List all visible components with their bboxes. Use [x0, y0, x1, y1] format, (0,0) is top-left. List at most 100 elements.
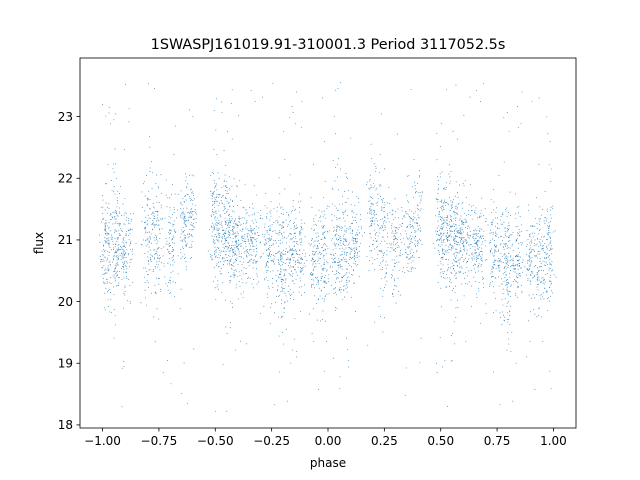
data-point — [116, 252, 118, 254]
data-point — [263, 305, 265, 307]
data-point — [182, 256, 184, 258]
data-point — [123, 293, 125, 295]
data-point — [286, 258, 288, 260]
data-point — [294, 250, 296, 252]
data-point — [194, 209, 196, 211]
data-point — [300, 244, 302, 246]
data-point — [269, 247, 271, 249]
data-point — [318, 235, 320, 237]
data-point — [419, 202, 421, 204]
data-point — [251, 254, 253, 256]
data-point — [336, 307, 338, 309]
data-point — [384, 204, 386, 206]
data-point — [477, 226, 479, 228]
data-point — [288, 246, 290, 248]
data-point — [297, 262, 299, 264]
data-point — [116, 237, 118, 239]
data-point — [225, 233, 227, 234]
data-point — [457, 203, 459, 205]
data-point — [160, 174, 162, 176]
data-point — [233, 275, 235, 277]
data-point — [254, 212, 255, 214]
data-point — [172, 238, 174, 240]
data-point — [536, 279, 538, 280]
data-point — [508, 131, 510, 133]
data-point — [117, 263, 119, 265]
data-point — [149, 237, 151, 239]
data-point — [280, 258, 281, 260]
data-point — [482, 235, 484, 237]
data-point — [496, 260, 498, 262]
data-point — [219, 232, 221, 234]
data-point — [214, 200, 216, 202]
data-point — [491, 224, 493, 226]
data-point — [267, 280, 269, 282]
data-point — [443, 209, 445, 210]
data-point — [239, 340, 241, 342]
data-point — [447, 252, 449, 254]
data-point — [300, 267, 302, 268]
data-point — [538, 246, 540, 248]
data-point — [262, 252, 264, 254]
data-point — [449, 209, 451, 211]
data-point — [414, 185, 416, 187]
data-point — [468, 235, 470, 236]
data-point — [186, 187, 188, 189]
data-point — [339, 376, 341, 378]
data-point — [369, 233, 371, 235]
x-axis-label: phase — [310, 456, 346, 470]
data-point — [350, 204, 352, 206]
data-point — [507, 301, 509, 303]
data-point — [499, 264, 500, 266]
data-point — [125, 234, 127, 236]
data-point — [116, 197, 118, 199]
data-point — [150, 217, 151, 219]
data-point — [156, 261, 158, 263]
data-point — [473, 239, 475, 241]
data-point — [542, 341, 544, 343]
data-point — [414, 231, 416, 233]
data-point — [481, 260, 482, 262]
data-point — [292, 236, 294, 238]
data-point — [184, 217, 186, 219]
data-point — [246, 219, 248, 221]
data-point — [108, 208, 110, 209]
data-point — [180, 190, 182, 192]
data-point — [506, 261, 508, 263]
data-point — [542, 292, 544, 294]
data-point — [506, 264, 508, 266]
data-point — [548, 226, 550, 228]
data-point — [230, 301, 231, 303]
data-point — [481, 243, 483, 245]
data-point — [228, 229, 230, 231]
data-point — [357, 197, 359, 199]
data-point — [505, 256, 507, 258]
data-point — [291, 253, 293, 255]
data-point — [294, 240, 296, 242]
data-point — [391, 232, 393, 234]
data-point — [515, 217, 517, 219]
data-point — [235, 240, 237, 242]
data-point — [351, 191, 353, 193]
data-point — [396, 261, 398, 263]
data-point — [489, 232, 491, 234]
data-point — [155, 253, 156, 255]
data-point — [402, 218, 404, 220]
data-point — [453, 211, 455, 213]
data-point — [280, 276, 282, 278]
data-point — [281, 256, 283, 258]
data-point — [409, 250, 411, 252]
data-point — [376, 246, 378, 248]
data-point — [371, 225, 372, 227]
data-point — [407, 254, 409, 256]
data-point — [102, 206, 104, 208]
data-point — [191, 241, 193, 243]
data-point — [371, 203, 373, 205]
data-point — [167, 360, 168, 362]
data-point — [401, 253, 403, 255]
data-point — [342, 275, 344, 277]
data-point — [147, 251, 149, 253]
data-point — [114, 238, 116, 240]
data-point — [216, 221, 217, 223]
data-point — [238, 280, 240, 282]
